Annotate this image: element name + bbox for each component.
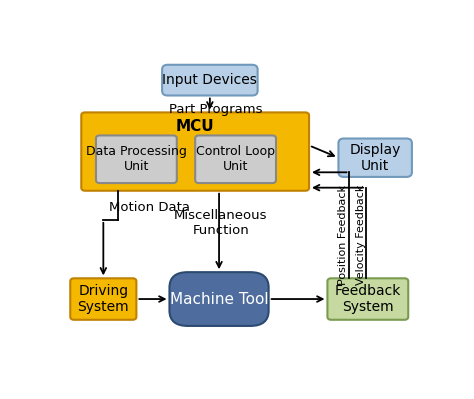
Text: Velocity Feedback: Velocity Feedback [356,185,366,285]
FancyBboxPatch shape [338,138,412,177]
Text: Driving
System: Driving System [78,284,129,314]
FancyBboxPatch shape [70,279,137,320]
Text: Display
Unit: Display Unit [349,142,401,173]
Text: Input Devices: Input Devices [163,73,257,87]
Text: Feedback
System: Feedback System [335,284,401,314]
Text: Miscellaneous
Function: Miscellaneous Function [174,209,268,237]
FancyBboxPatch shape [195,135,276,183]
Text: Part Programs: Part Programs [169,103,263,116]
Text: Machine Tool: Machine Tool [170,292,268,306]
FancyBboxPatch shape [96,135,177,183]
Text: Control Loop
Unit: Control Loop Unit [196,145,275,173]
FancyBboxPatch shape [82,113,309,191]
Text: Motion Data: Motion Data [109,201,190,214]
FancyBboxPatch shape [169,272,269,326]
Text: Position Feedback: Position Feedback [338,185,348,285]
FancyBboxPatch shape [328,279,408,320]
Text: MCU: MCU [176,119,214,134]
Text: Data Processing
Unit: Data Processing Unit [86,145,187,173]
FancyBboxPatch shape [162,65,258,95]
